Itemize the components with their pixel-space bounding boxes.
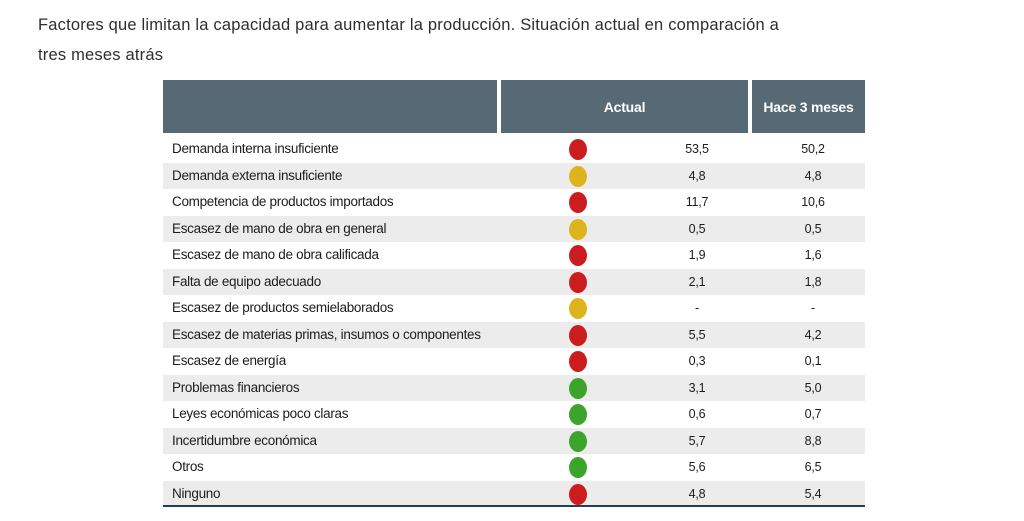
status-dot-icon-yellow xyxy=(569,298,587,319)
actual-value: 5,5 xyxy=(688,327,706,342)
hace3meses-value: 0,5 xyxy=(804,221,822,236)
actual-value: - xyxy=(695,301,699,315)
factor-label: Escasez de energía xyxy=(172,353,286,368)
table-row: Escasez de mano de obra calificada 1,9 1… xyxy=(163,242,865,269)
table-row: Problemas financieros 3,1 5,0 xyxy=(163,374,865,401)
factor-label: Escasez de mano de obra en general xyxy=(172,220,387,236)
hace3meses-value: 1,8 xyxy=(804,274,822,289)
actual-value: 0,3 xyxy=(688,354,706,368)
table-row: Demanda interna insuficiente 53,5 50,2 xyxy=(163,136,865,163)
factors-table: Actual Hace 3 meses Demanda interna insu… xyxy=(163,80,865,507)
status-dot-icon-yellow xyxy=(569,218,587,240)
status-dot-icon-red xyxy=(569,139,587,160)
actual-value: 11,7 xyxy=(685,195,709,209)
table-row: Escasez de mano de obra en general 0,5 0… xyxy=(163,215,865,242)
factor-label: Otros xyxy=(172,459,204,474)
header-actual-column: Actual xyxy=(501,80,748,133)
actual-value: 5,6 xyxy=(688,460,706,474)
factor-label: Falta de equipo adecuado xyxy=(172,273,321,289)
hace3meses-value: 50,2 xyxy=(801,142,825,156)
page-title-line2: tres meses atrás xyxy=(38,46,164,64)
table-row: Escasez de materias primas, insumos o co… xyxy=(163,321,865,348)
status-dot-icon-red xyxy=(569,483,587,505)
hace3meses-value: - xyxy=(811,301,815,315)
factor-label: Competencia de productos importados xyxy=(172,194,394,209)
hace3meses-value: 5,0 xyxy=(804,380,822,395)
actual-value: 0,6 xyxy=(688,407,706,421)
actual-value: 53,5 xyxy=(685,142,709,156)
status-dot-icon-red xyxy=(569,245,587,266)
table-row: Escasez de productos semielaborados - - xyxy=(163,295,865,322)
page-title: Factores que limitan la capacidad para a… xyxy=(38,10,988,70)
actual-value: 1,9 xyxy=(688,248,706,262)
status-dot-icon-green xyxy=(569,457,587,478)
factor-label: Escasez de mano de obra calificada xyxy=(172,247,379,262)
hace3meses-value: 0,7 xyxy=(804,407,822,421)
factor-label: Demanda interna insuficiente xyxy=(172,141,339,156)
actual-value: 4,8 xyxy=(688,168,706,183)
status-dot-icon-red xyxy=(569,324,587,346)
factor-label: Escasez de materias primas, insumos o co… xyxy=(172,326,481,342)
factor-label: Incertidumbre económica xyxy=(172,432,317,448)
table-row: Competencia de productos importados 11,7… xyxy=(163,189,865,216)
table-row: Escasez de energía 0,3 0,1 xyxy=(163,348,865,375)
status-dot-icon-red xyxy=(569,192,587,213)
actual-value: 3,1 xyxy=(688,380,706,395)
actual-value: 5,7 xyxy=(688,433,706,448)
table-body: Demanda interna insuficiente 53,5 50,2 D… xyxy=(163,136,865,507)
table-header-row: Actual Hace 3 meses xyxy=(163,80,865,133)
status-dot-icon-yellow xyxy=(569,165,587,187)
hace3meses-value: 1,6 xyxy=(804,248,822,262)
table-row: Leyes económicas poco claras 0,6 0,7 xyxy=(163,401,865,428)
status-dot-icon-red xyxy=(569,351,587,372)
status-dot-icon-green xyxy=(569,404,587,425)
factor-label: Problemas financieros xyxy=(172,379,300,395)
actual-value: 2,1 xyxy=(688,274,706,289)
hace3meses-value: 5,4 xyxy=(804,486,822,501)
hace3meses-value: 0,1 xyxy=(804,354,822,368)
actual-value: 0,5 xyxy=(688,221,706,236)
hace3meses-value: 6,5 xyxy=(804,460,822,474)
status-dot-icon-red xyxy=(569,271,587,293)
table-row: Demanda externa insuficiente 4,8 4,8 xyxy=(163,162,865,189)
header-factor-column xyxy=(163,80,497,133)
hace3meses-value: 4,2 xyxy=(804,327,822,342)
header-hace3meses-column: Hace 3 meses xyxy=(752,80,865,133)
table-row: Falta de equipo adecuado 2,1 1,8 xyxy=(163,268,865,295)
table-row: Ninguno 4,8 5,4 xyxy=(163,480,865,507)
hace3meses-value: 10,6 xyxy=(801,195,825,209)
status-dot-icon-green xyxy=(569,377,587,399)
factor-label: Demanda externa insuficiente xyxy=(172,167,343,183)
hace3meses-value: 8,8 xyxy=(804,433,822,448)
page-title-line1: Factores que limitan la capacidad para a… xyxy=(38,16,780,34)
factor-label: Ninguno xyxy=(172,485,221,501)
table-row: Otros 5,6 6,5 xyxy=(163,454,865,481)
table-row: Incertidumbre económica 5,7 8,8 xyxy=(163,427,865,454)
status-dot-icon-green xyxy=(569,430,587,452)
factor-label: Leyes económicas poco claras xyxy=(172,406,349,421)
actual-value: 4,8 xyxy=(688,486,706,501)
hace3meses-value: 4,8 xyxy=(804,168,822,183)
factor-label: Escasez de productos semielaborados xyxy=(172,300,394,315)
